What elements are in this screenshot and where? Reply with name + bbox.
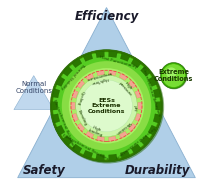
Wedge shape: [109, 70, 116, 76]
Text: Electrochemical Reactions: Electrochemical Reactions: [61, 133, 108, 161]
Wedge shape: [83, 150, 93, 158]
Wedge shape: [97, 136, 104, 141]
Wedge shape: [52, 101, 58, 110]
Wedge shape: [52, 114, 60, 123]
Circle shape: [161, 63, 187, 89]
Wedge shape: [97, 70, 104, 76]
Wedge shape: [109, 51, 117, 58]
Wedge shape: [86, 73, 94, 81]
Wedge shape: [148, 125, 157, 135]
Wedge shape: [128, 80, 136, 88]
Text: pH: pH: [132, 105, 136, 111]
Wedge shape: [141, 136, 150, 145]
Text: Normal
Conditions: Normal Conditions: [15, 81, 52, 94]
Wedge shape: [72, 144, 82, 153]
Text: Electrochemical Behaviors: Electrochemical Behaviors: [141, 66, 161, 117]
Wedge shape: [119, 73, 127, 81]
Wedge shape: [86, 131, 94, 138]
Text: Extreme
Conditions: Extreme Conditions: [154, 69, 193, 82]
Wedge shape: [96, 51, 104, 58]
Polygon shape: [14, 76, 54, 110]
Wedge shape: [155, 101, 161, 110]
Wedge shape: [96, 154, 104, 161]
Circle shape: [50, 50, 163, 162]
Wedge shape: [77, 80, 85, 88]
Wedge shape: [77, 123, 85, 131]
Wedge shape: [72, 90, 78, 98]
Wedge shape: [153, 89, 161, 98]
Circle shape: [62, 61, 151, 151]
Wedge shape: [56, 77, 65, 87]
Wedge shape: [63, 66, 72, 76]
Wedge shape: [71, 102, 75, 110]
Circle shape: [81, 80, 132, 132]
Circle shape: [161, 63, 187, 89]
Polygon shape: [18, 8, 195, 178]
Circle shape: [162, 64, 185, 87]
Text: Efficiency: Efficiency: [74, 10, 139, 23]
Wedge shape: [109, 136, 116, 141]
Text: EESs
Extreme
Conditions: EESs Extreme Conditions: [88, 98, 125, 114]
Wedge shape: [56, 125, 65, 135]
Wedge shape: [135, 113, 141, 121]
Wedge shape: [72, 58, 82, 68]
Wedge shape: [109, 154, 117, 161]
Circle shape: [51, 50, 164, 163]
Text: Bending: Bending: [76, 109, 87, 126]
Wedge shape: [120, 150, 130, 158]
Wedge shape: [63, 136, 72, 145]
Text: Host Functionality: Host Functionality: [99, 55, 138, 69]
Wedge shape: [141, 66, 150, 76]
Text: High
pressure: High pressure: [118, 78, 136, 97]
Wedge shape: [119, 131, 127, 138]
Text: Vibration: Vibration: [115, 120, 132, 135]
Wedge shape: [128, 123, 136, 131]
Text: Thermal Stability: Thermal Stability: [59, 61, 86, 90]
Circle shape: [76, 75, 137, 136]
Wedge shape: [135, 90, 141, 98]
Wedge shape: [72, 113, 78, 121]
Text: Structural constructions: Structural constructions: [114, 125, 155, 159]
Text: Electrochemical Behaviors: Electrochemical Behaviors: [52, 98, 75, 148]
Circle shape: [69, 68, 144, 144]
Wedge shape: [131, 144, 141, 153]
Text: Cycling: Cycling: [76, 90, 85, 105]
Text: Durability: Durability: [125, 164, 191, 177]
Circle shape: [166, 67, 177, 78]
Text: High/low
temperature: High/low temperature: [85, 70, 113, 85]
Text: Safety: Safety: [22, 164, 65, 177]
Wedge shape: [120, 53, 130, 61]
Wedge shape: [148, 77, 157, 87]
Wedge shape: [138, 102, 142, 110]
Wedge shape: [52, 89, 60, 98]
Wedge shape: [153, 114, 161, 123]
Text: High
loading: High loading: [88, 125, 105, 138]
Wedge shape: [83, 53, 93, 61]
Wedge shape: [131, 58, 141, 68]
Circle shape: [53, 52, 160, 160]
